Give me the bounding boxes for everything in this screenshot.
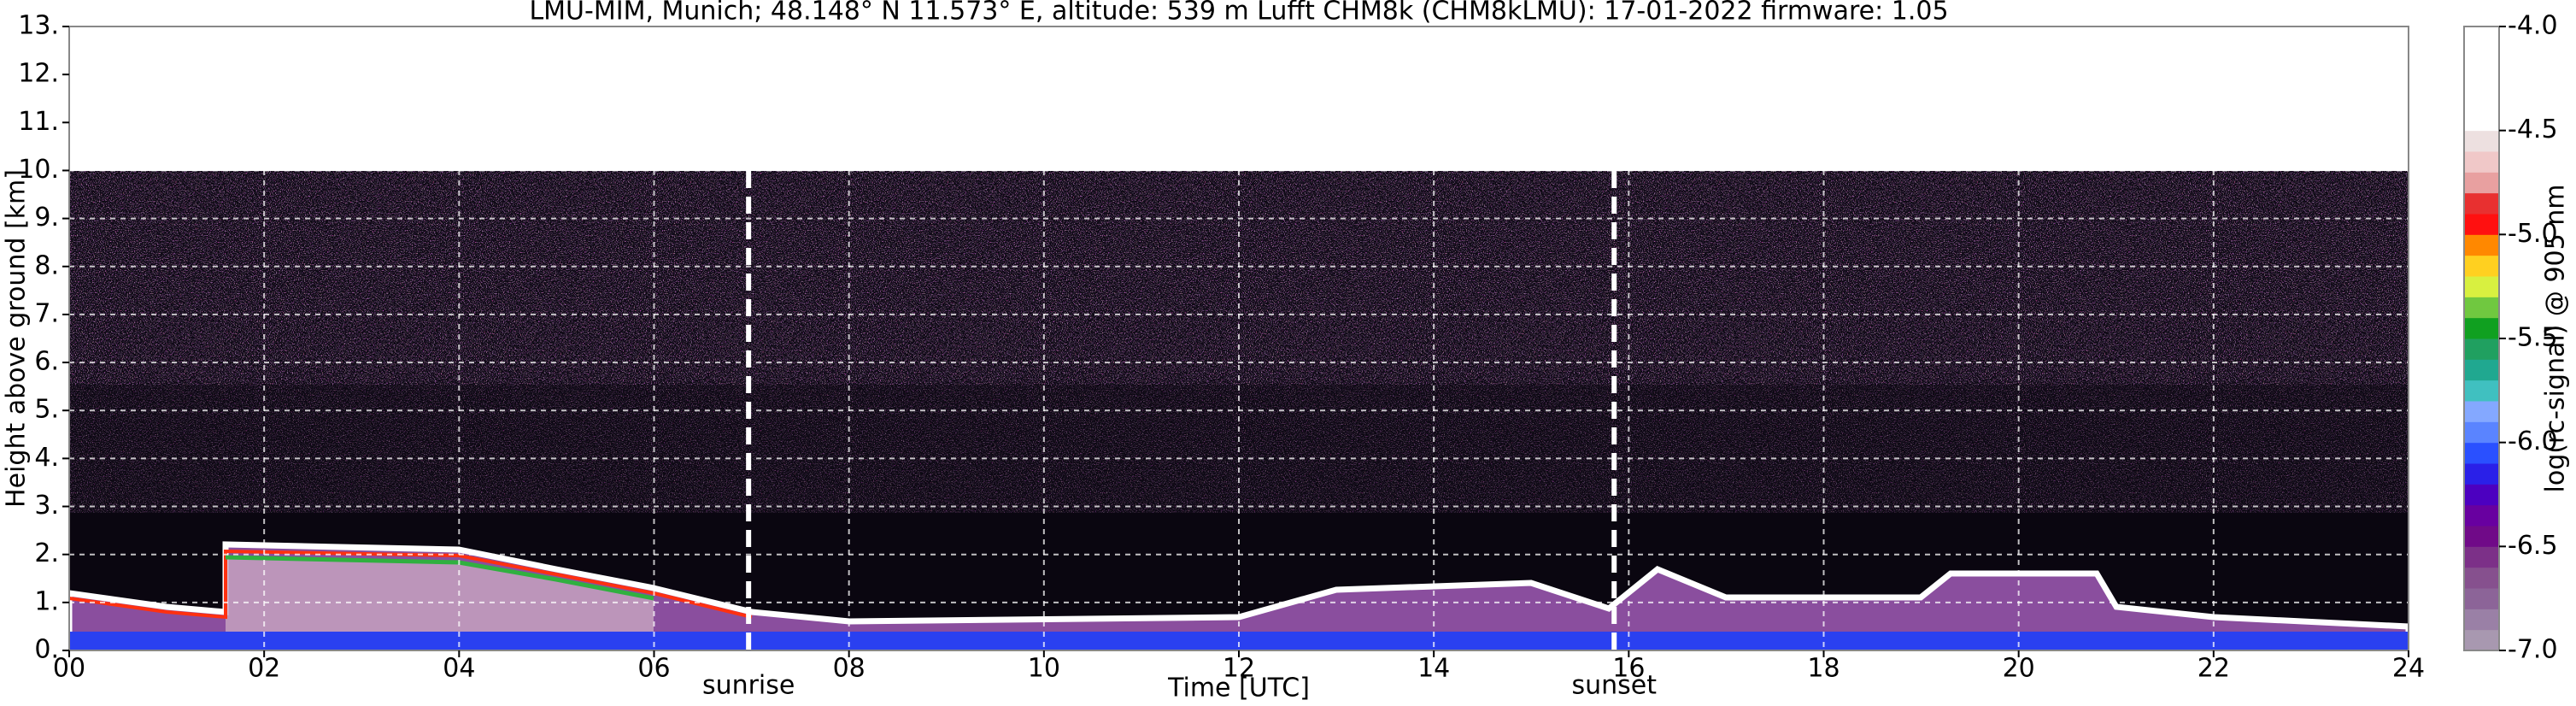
colorbar-swatch — [2464, 317, 2499, 339]
colorbar-swatch — [2464, 338, 2499, 360]
colorbar-swatch — [2464, 297, 2499, 319]
x-tick-label: 18 — [1807, 654, 1840, 684]
colorbar-swatch — [2464, 526, 2499, 547]
colorbar-swatch — [2464, 89, 2499, 110]
y-tick-label: 13. — [18, 11, 59, 41]
x-tick-label: 24 — [2392, 654, 2425, 684]
colorbar-swatch — [2464, 546, 2499, 568]
y-tick-label: 4. — [34, 443, 59, 473]
colorbar-swatch — [2464, 484, 2499, 506]
colorbar-swatch — [2464, 172, 2499, 194]
y-tick-label: 3. — [34, 491, 59, 521]
colorbar-swatch — [2464, 463, 2499, 485]
x-tick-label: 02 — [248, 654, 280, 684]
colorbar-swatch — [2464, 379, 2499, 402]
x-tick-label: 10 — [1028, 654, 1060, 684]
x-tick-label: 22 — [2198, 654, 2230, 684]
y-tick-label: 6. — [34, 347, 59, 377]
y-tick-label: 12. — [18, 59, 59, 89]
y-tick-label: 11. — [18, 107, 59, 137]
x-tick-label: 12 — [1223, 654, 1255, 684]
layer-edge — [225, 555, 654, 601]
colorbar-swatch — [2464, 276, 2499, 297]
colorbar-tick-label: -4.5 — [2508, 115, 2558, 144]
colorbar-swatch — [2464, 130, 2499, 152]
y-tick-label: 0. — [34, 635, 59, 665]
colorbar-swatch — [2464, 588, 2499, 609]
colorbar-swatch — [2464, 609, 2499, 631]
colorbar-tick-label: -7.0 — [2508, 635, 2558, 665]
colorbar-swatch — [2464, 68, 2499, 90]
y-tick-label: 1. — [34, 586, 59, 616]
y-tick-label: 10. — [18, 155, 59, 185]
y-tick-label: 5. — [34, 395, 59, 425]
y-tick-label: 2. — [34, 538, 59, 568]
x-tick-label: 16 — [1612, 654, 1645, 684]
colorbar-swatch — [2464, 192, 2499, 215]
grid — [68, 26, 2409, 651]
colorbar-swatch — [2464, 442, 2499, 464]
annotation-label: sunrise — [702, 671, 795, 701]
x-axis-label: Time [UTC] — [1167, 674, 1310, 703]
colorbar-swatch — [2464, 629, 2499, 651]
x-tick-label: 20 — [2003, 654, 2035, 684]
colorbar-label: log(rc-signal) @ 905 nm — [2541, 185, 2571, 493]
colorbar-swatch — [2464, 401, 2499, 422]
colorbar-tick-label: -6.5 — [2508, 531, 2558, 561]
layer-edge — [68, 549, 753, 620]
y-tick-label: 8. — [34, 250, 59, 280]
colorbar-tick-label: -6.0 — [2508, 427, 2558, 456]
x-tick-label: 00 — [53, 654, 85, 684]
colorbar-swatch — [2464, 47, 2499, 69]
colorbar-swatch — [2464, 234, 2499, 256]
colorbar-swatch — [2464, 26, 2499, 48]
y-tick-label: 7. — [34, 298, 59, 328]
aerosol-layer-core — [226, 559, 654, 632]
x-tick-label: 08 — [833, 654, 866, 684]
colorbar-swatch — [2464, 504, 2499, 527]
colorbar-tick-label: -5.0 — [2508, 219, 2558, 249]
colorbar-swatch — [2464, 151, 2499, 173]
colorbar-tick-label: -5.5 — [2508, 323, 2558, 353]
colorbar-swatch — [2464, 255, 2499, 277]
x-tick-label: 04 — [443, 654, 475, 684]
colorbar-swatch — [2464, 421, 2499, 444]
colorbar-swatch — [2464, 359, 2499, 381]
y-axis-label: Height above ground [km] — [2, 169, 32, 508]
y-tick-label: 9. — [34, 203, 59, 232]
colorbar-swatch — [2464, 214, 2499, 235]
colorbar-tick-label: -4.0 — [2508, 11, 2558, 41]
x-tick-label: 14 — [1417, 654, 1450, 684]
x-tick-label: 06 — [637, 654, 670, 684]
colorbar-swatch — [2464, 109, 2499, 132]
chart-title: LMU-MIM, Munich; 48.148° N 11.573° E, al… — [529, 0, 1948, 26]
annotation-label: sunset — [1571, 671, 1657, 701]
colorbar-swatch — [2464, 567, 2499, 589]
